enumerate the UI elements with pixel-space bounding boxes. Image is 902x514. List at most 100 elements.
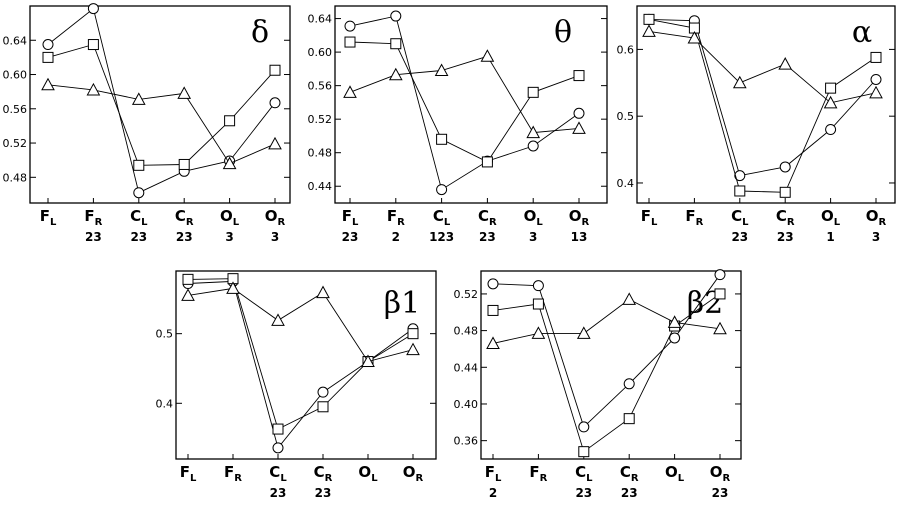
square-point [133, 159, 145, 171]
square-point [527, 86, 539, 98]
x-tick-label: FR [685, 207, 703, 228]
x-tick-label: CL [433, 207, 451, 228]
triangle-point [480, 49, 495, 62]
square-series-line [349, 41, 580, 163]
x-tick-label: CL [575, 463, 593, 484]
y-tick-label: 0.4 [156, 397, 174, 410]
triangle-point [572, 121, 586, 134]
square-series-line [648, 18, 877, 193]
significance-label: 3 [872, 230, 880, 244]
significance-label: 23 [176, 230, 193, 244]
triangle-point [823, 95, 838, 109]
circle-point [825, 124, 837, 136]
triangle-point [486, 336, 500, 349]
circle-point [573, 107, 585, 119]
triangle-point [732, 75, 747, 89]
significance-label: 23 [130, 230, 147, 244]
triangle-point [343, 85, 357, 98]
plot-frame [636, 5, 896, 204]
square-point [623, 413, 635, 425]
circle-point [317, 386, 329, 398]
triangle-point [131, 92, 146, 105]
significance-label: 13 [571, 230, 588, 244]
square-point [714, 288, 726, 300]
square-point [779, 186, 791, 198]
y-tick-label: 0.5 [156, 328, 174, 341]
triangle-point [526, 125, 541, 139]
significance-label: 23 [621, 486, 638, 500]
x-tick-label: OL [821, 207, 841, 228]
square-point [481, 156, 493, 168]
panel-title: α [852, 15, 872, 50]
x-tick-label: OL [665, 463, 685, 484]
y-tick-label: 0.44 [308, 180, 333, 193]
significance-label: 23 [777, 230, 794, 244]
significance-label: 3 [271, 230, 279, 244]
significance-label: 3 [225, 230, 233, 244]
y-tick-label: 0.64 [308, 13, 333, 26]
x-tick-label: FL [180, 463, 197, 484]
x-tick-label: FL [485, 463, 502, 484]
circle-point [669, 332, 681, 344]
triangle-point [667, 315, 682, 328]
circle-point [87, 3, 99, 15]
circle-point [133, 187, 145, 199]
x-tick-label: OL [524, 207, 544, 228]
triangle-point [316, 285, 330, 299]
circle-point [436, 184, 448, 196]
circle-series-line [349, 15, 580, 191]
triangle-point [388, 67, 403, 81]
square-point [573, 70, 585, 82]
triangle-point [271, 313, 285, 326]
significance-label: 23 [315, 486, 332, 500]
square-point [643, 13, 655, 25]
circle-point [870, 73, 882, 85]
y-tick-label: 0.60 [3, 69, 28, 82]
triangle-series-line [648, 30, 877, 104]
square-point [182, 273, 194, 285]
x-tick-label: CL [269, 463, 287, 484]
circle-point [623, 378, 635, 390]
significance-label: 23 [342, 230, 359, 244]
significance-label: 2 [489, 486, 497, 500]
y-tick-label: 0.48 [3, 171, 28, 184]
x-tick-label: OR [265, 207, 286, 228]
triangle-point [222, 156, 237, 170]
square-series-line [47, 43, 276, 166]
x-tick-label: FR [529, 463, 547, 484]
significance-label: 23 [270, 486, 287, 500]
square-point [272, 423, 284, 435]
x-tick-label: CL [130, 207, 148, 228]
y-tick-label: 0.60 [308, 46, 333, 59]
triangle-series-line [47, 84, 276, 165]
panel-title: δ [251, 15, 269, 50]
square-point [178, 158, 190, 170]
square-point [825, 82, 837, 94]
x-tick-label: CR [175, 207, 194, 228]
plot-frame [480, 270, 742, 460]
x-tick-label: FL [641, 207, 658, 228]
triangle-point [406, 342, 420, 356]
y-tick-label: 0.4 [617, 177, 635, 190]
square-series-line [187, 278, 414, 430]
circle-point [272, 442, 284, 454]
significance-label: 23 [575, 486, 592, 500]
circle-series-line [492, 274, 721, 428]
circle-point [734, 170, 746, 182]
plot-frame [334, 5, 608, 204]
triangle-point [778, 57, 793, 70]
triangle-point [687, 31, 702, 44]
x-tick-label: CL [731, 207, 749, 228]
x-tick-label: CR [620, 463, 639, 484]
square-point [734, 185, 746, 197]
triangle-series-line [349, 55, 580, 134]
circle-point [344, 20, 356, 32]
x-tick-label: OR [403, 463, 424, 484]
significance-label: 23 [712, 486, 729, 500]
y-tick-label: 0.64 [3, 34, 28, 47]
y-tick-label: 0.56 [308, 80, 333, 93]
triangle-series-line [187, 287, 414, 363]
x-tick-label: OR [866, 207, 887, 228]
panel-title: θ [554, 15, 572, 50]
square-point [317, 401, 329, 413]
